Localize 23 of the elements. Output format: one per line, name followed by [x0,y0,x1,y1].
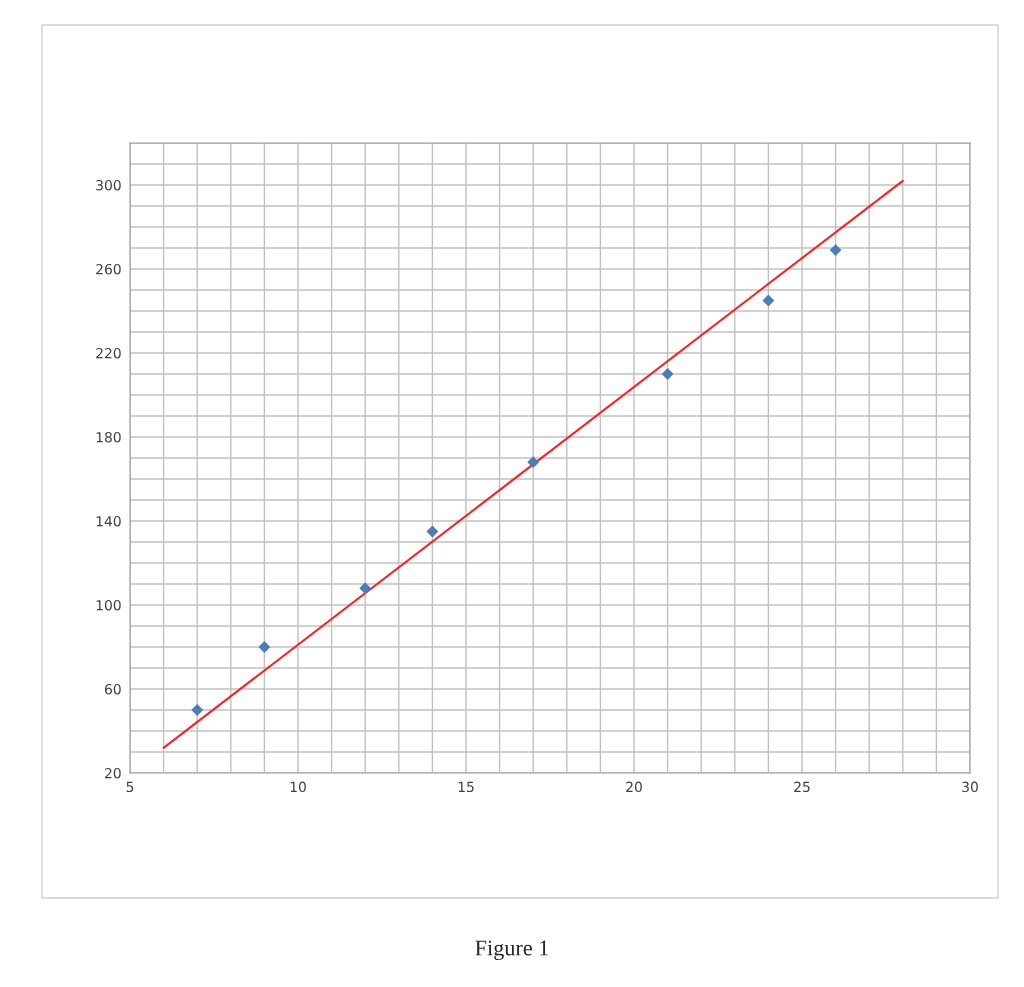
point [359,582,372,595]
point [762,294,775,307]
y-tick-label: 300 [96,179,121,191]
point [661,368,674,380]
y-tick-label: 140 [96,515,121,527]
y-tick-label: 180 [96,431,121,443]
x-tick-label: 20 [626,781,642,793]
y-tick-label: 60 [104,683,121,695]
point [829,244,842,256]
x-tick-label: 10 [290,781,306,793]
y-tick-label: 220 [96,347,121,359]
y-tick-label: 260 [96,263,121,275]
y-tick-label: 100 [96,599,121,611]
point [258,641,271,653]
caption: Figure 1 [475,940,549,961]
x-tick-label: 30 [962,781,978,793]
point [527,456,540,469]
x-tick-label: 5 [126,781,134,793]
point [191,704,204,716]
x-tick-label: 15 [458,781,474,793]
point [426,525,439,538]
x-tick-label: 25 [794,781,810,793]
y-tick-label: 20 [105,767,121,779]
